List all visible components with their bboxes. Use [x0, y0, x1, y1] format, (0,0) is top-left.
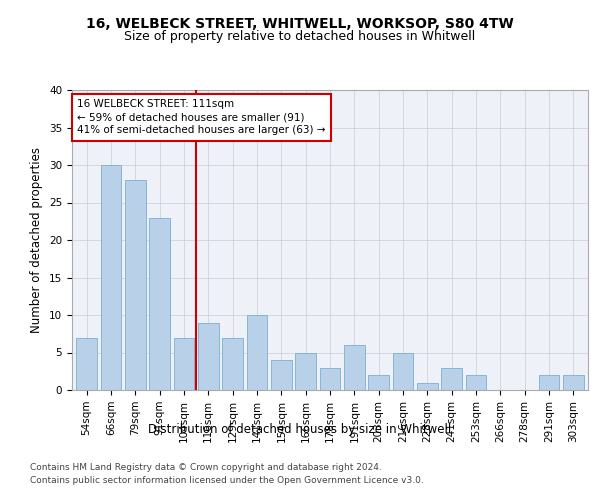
- Bar: [271, 360, 292, 390]
- Text: Contains public sector information licensed under the Open Government Licence v3: Contains public sector information licen…: [30, 476, 424, 485]
- Bar: [222, 338, 243, 390]
- Bar: [76, 338, 97, 390]
- Bar: [320, 368, 340, 390]
- Bar: [392, 352, 413, 390]
- Y-axis label: Number of detached properties: Number of detached properties: [31, 147, 43, 333]
- Text: Contains HM Land Registry data © Crown copyright and database right 2024.: Contains HM Land Registry data © Crown c…: [30, 464, 382, 472]
- Bar: [368, 375, 389, 390]
- Bar: [344, 345, 365, 390]
- Bar: [149, 218, 170, 390]
- Bar: [442, 368, 462, 390]
- Bar: [466, 375, 487, 390]
- Bar: [539, 375, 559, 390]
- Bar: [417, 382, 438, 390]
- Text: Size of property relative to detached houses in Whitwell: Size of property relative to detached ho…: [124, 30, 476, 43]
- Text: Distribution of detached houses by size in Whitwell: Distribution of detached houses by size …: [148, 422, 452, 436]
- Bar: [247, 315, 268, 390]
- Bar: [125, 180, 146, 390]
- Bar: [295, 352, 316, 390]
- Bar: [101, 165, 121, 390]
- Text: 16, WELBECK STREET, WHITWELL, WORKSOP, S80 4TW: 16, WELBECK STREET, WHITWELL, WORKSOP, S…: [86, 18, 514, 32]
- Bar: [173, 338, 194, 390]
- Bar: [563, 375, 584, 390]
- Bar: [198, 322, 218, 390]
- Text: 16 WELBECK STREET: 111sqm
← 59% of detached houses are smaller (91)
41% of semi-: 16 WELBECK STREET: 111sqm ← 59% of detac…: [77, 99, 326, 136]
